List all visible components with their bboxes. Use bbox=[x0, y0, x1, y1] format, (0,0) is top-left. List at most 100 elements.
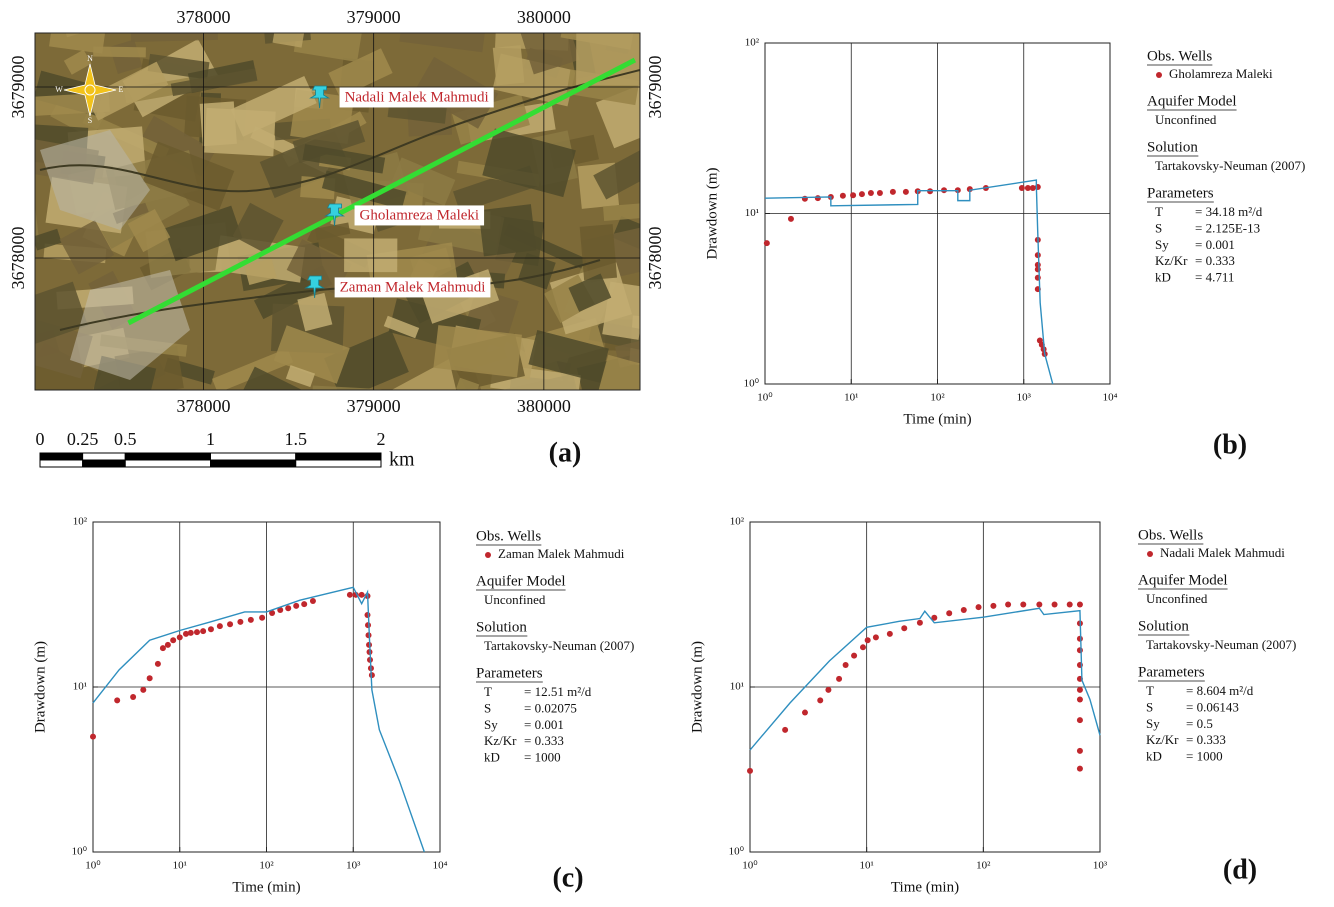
legend-heading: Solution bbox=[1138, 618, 1189, 634]
param-value: = 0.02075 bbox=[524, 700, 577, 715]
map-y-tick-label: 3679000 bbox=[8, 56, 28, 119]
field-patch bbox=[324, 330, 409, 390]
data-point bbox=[1066, 601, 1073, 608]
data-point bbox=[170, 637, 177, 644]
stream bbox=[39, 69, 640, 193]
data-point bbox=[364, 612, 371, 619]
data-point bbox=[277, 606, 284, 613]
data-point bbox=[990, 602, 997, 609]
plot-frame bbox=[92, 521, 441, 853]
field-patch bbox=[321, 170, 407, 210]
field-patch bbox=[127, 208, 171, 253]
field-patch bbox=[576, 33, 640, 86]
field-patch bbox=[142, 141, 235, 211]
map-y-tick-label: 3679000 bbox=[645, 56, 665, 119]
field-patch bbox=[93, 46, 146, 58]
field-patch bbox=[344, 238, 398, 273]
map-y-tick-label: 3678000 bbox=[645, 227, 665, 290]
param-value: = 1000 bbox=[524, 750, 561, 765]
legend-heading: Aquifer Model bbox=[1147, 93, 1237, 109]
field-patch bbox=[230, 75, 317, 137]
data-point bbox=[836, 675, 843, 682]
field-patch bbox=[86, 61, 169, 121]
data-point bbox=[839, 192, 846, 199]
scale-segment bbox=[39, 459, 84, 468]
data-point bbox=[130, 693, 137, 700]
scale-segment bbox=[295, 452, 382, 461]
well-label-box bbox=[334, 277, 491, 298]
param-name: Sy bbox=[484, 717, 498, 732]
field-patch bbox=[297, 292, 333, 332]
legend-entry: Nadali Malek Mahmudi bbox=[1160, 545, 1285, 560]
data-point bbox=[960, 606, 967, 613]
x-tick-label: 10⁰ bbox=[85, 860, 101, 872]
y-tick-label: 10¹ bbox=[745, 207, 759, 219]
map-x-tick-label: 378000 bbox=[176, 396, 230, 416]
field-patch bbox=[328, 48, 393, 98]
scale-segment bbox=[124, 459, 211, 468]
data-point bbox=[193, 629, 200, 636]
compass-rose bbox=[63, 63, 117, 117]
legend-heading: Parameters bbox=[476, 665, 543, 681]
data-point bbox=[1024, 185, 1031, 192]
legend-heading: Aquifer Model bbox=[476, 573, 566, 589]
field-patch bbox=[648, 372, 734, 427]
x-tick-label: 10² bbox=[930, 392, 945, 404]
data-point bbox=[1076, 747, 1083, 754]
param-value: = 0.333 bbox=[1195, 253, 1235, 268]
compass-label: E bbox=[119, 85, 124, 94]
compass-label: S bbox=[88, 116, 92, 125]
field-patch bbox=[59, 220, 115, 275]
data-point bbox=[114, 697, 121, 704]
scale-segment bbox=[39, 452, 84, 461]
data-point bbox=[825, 686, 832, 693]
param-value: = 0.06143 bbox=[1186, 699, 1239, 714]
param-name: S bbox=[484, 700, 491, 715]
map-x-tick-label: 378000 bbox=[176, 7, 230, 27]
legend-line: Tartakovsky-Neuman (2007) bbox=[1146, 637, 1296, 652]
data-point bbox=[187, 629, 194, 636]
y-tick-label: 10² bbox=[73, 516, 88, 528]
well-pin bbox=[324, 203, 345, 227]
param-name: T bbox=[484, 684, 492, 699]
x-tick-label: 10⁰ bbox=[742, 860, 758, 872]
data-point bbox=[1076, 635, 1083, 642]
field-patch bbox=[517, 252, 556, 290]
data-point bbox=[916, 619, 923, 626]
data-point bbox=[1076, 601, 1083, 608]
data-point bbox=[902, 188, 909, 195]
field-patch bbox=[212, 348, 294, 390]
field-patch bbox=[244, 258, 277, 286]
param-name: kD bbox=[1155, 270, 1171, 285]
data-point bbox=[146, 675, 153, 682]
param-value: = 34.18 m²/d bbox=[1195, 204, 1263, 219]
x-tick-label: 10⁴ bbox=[433, 860, 448, 872]
data-point bbox=[301, 601, 308, 608]
data-point bbox=[1076, 717, 1083, 724]
y-axis-title: Drawdown (m) bbox=[689, 641, 705, 733]
data-point bbox=[358, 591, 365, 598]
y-tick-label: 10¹ bbox=[730, 681, 744, 693]
field-patch bbox=[602, 281, 640, 340]
data-point bbox=[154, 660, 161, 667]
param-name: kD bbox=[1146, 749, 1162, 764]
field-patch bbox=[390, 157, 456, 206]
param-value: = 0.5 bbox=[1186, 716, 1213, 731]
data-point bbox=[247, 616, 254, 623]
data-point bbox=[346, 591, 353, 598]
section-line bbox=[127, 57, 637, 326]
data-point bbox=[159, 645, 166, 652]
scale-label: 0.25 bbox=[67, 429, 99, 449]
y-axis-title: Drawdown (m) bbox=[32, 641, 48, 733]
field-patch bbox=[302, 144, 386, 174]
field-patch bbox=[35, 281, 88, 348]
field-patch bbox=[482, 128, 576, 198]
legend-line: Tartakovsky-Neuman (2007) bbox=[484, 638, 634, 653]
field-patch bbox=[648, 169, 692, 209]
x-tick-label: 10¹ bbox=[173, 860, 187, 872]
data-point bbox=[814, 195, 821, 202]
data-point bbox=[200, 628, 207, 635]
scale-segment bbox=[82, 459, 126, 468]
